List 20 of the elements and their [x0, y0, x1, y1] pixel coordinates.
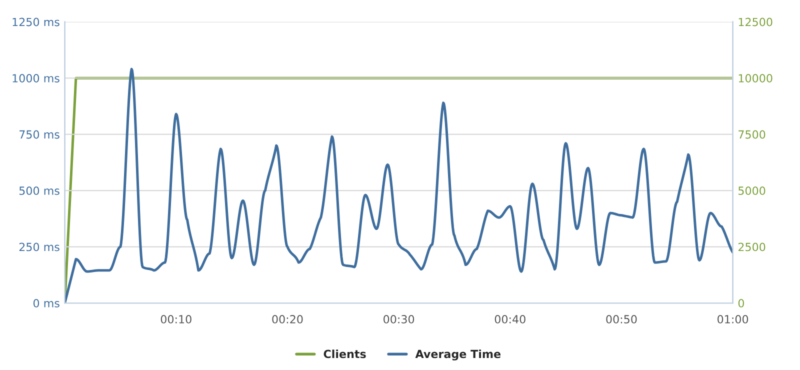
x-tick-label: 00:10	[160, 315, 192, 324]
x-tick-label: 01:00	[718, 315, 748, 324]
legend-label: Average Time	[415, 350, 501, 360]
x-tick-label: 00:30	[384, 315, 414, 324]
y-tick-label: 1250 ms	[12, 18, 60, 26]
y2-tick-label: 7500	[738, 130, 766, 139]
x-tick-label: 00:50	[606, 315, 637, 324]
y2-tick-label: 12500	[738, 18, 772, 26]
y2-tick-label: 5000	[738, 186, 766, 195]
y2-tick-label: 10000	[738, 74, 772, 82]
y-tick-label: 250 ms	[19, 242, 60, 252]
y-tick-label: 0 ms	[33, 299, 60, 308]
y2-tick-label: 2500	[738, 242, 766, 252]
y-tick-label: 750 ms	[20, 130, 60, 139]
x-tick-label: 00:20	[272, 315, 303, 324]
y-tick-label: 1000 ms	[12, 74, 60, 82]
y-tick-label: 500 ms	[19, 186, 60, 195]
x-tick-label: 00:40	[494, 315, 526, 324]
y2-tick-label: 0	[738, 299, 744, 308]
legend-label: Clients	[324, 350, 366, 358]
